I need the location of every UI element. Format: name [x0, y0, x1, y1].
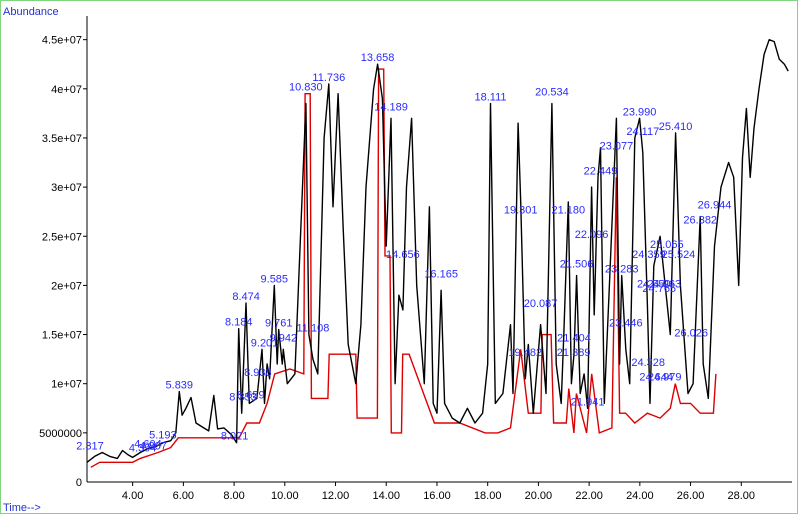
peak-label: 21.180 [551, 205, 585, 217]
peak-label: 26.382 [683, 214, 717, 226]
peak-label: 4.604 [134, 439, 162, 451]
peak-label: 14.189 [374, 101, 408, 113]
peak-label: 23.077 [600, 141, 634, 153]
peak-label: 9.761 [265, 318, 293, 330]
peak-label: 24.963 [647, 278, 681, 290]
peak-label: 21.941 [571, 396, 605, 408]
y-axis-title: Abundance [3, 6, 59, 18]
x-tick-label: 6.00 [173, 490, 194, 502]
peak-label: 8.021 [221, 431, 249, 443]
peak-label: 4.807 [139, 441, 167, 453]
peak-label: 25.065 [650, 239, 684, 251]
peak-label: 19.301 [504, 205, 538, 217]
x-axis-title: Time--> [3, 502, 41, 514]
integration-baseline-line [90, 68, 717, 468]
chromatogram-trace [86, 39, 789, 463]
peak-label: 11.108 [296, 323, 329, 335]
peak-label: 5.193 [149, 430, 177, 442]
peak-label: 2.317 [76, 441, 104, 453]
peak-label: 14.656 [386, 249, 420, 261]
peak-label: 23.990 [623, 106, 657, 118]
peak-label: 21.404 [557, 332, 591, 344]
peak-label: 9.942 [270, 332, 298, 344]
peak-label: 26.944 [698, 200, 732, 212]
peak-label: 26.026 [674, 327, 708, 339]
peak-label: 8.659 [237, 389, 265, 401]
peak-label: 9.585 [261, 273, 289, 285]
peak-label: 8.474 [232, 291, 260, 303]
x-tick-label: 26.00 [677, 490, 705, 502]
y-tick-label: 0 [76, 477, 82, 489]
x-tick-label: 18.00 [474, 490, 502, 502]
peak-label: 23.446 [609, 318, 643, 330]
x-tick-label: 12.00 [322, 490, 350, 502]
peak-label: 24.644 [639, 372, 673, 384]
peak-label: 21.389 [557, 347, 591, 359]
peak-label: 24.117 [626, 126, 659, 138]
y-tick-label: 1.5e+07 [42, 330, 82, 342]
peak-label: 25.410 [659, 121, 693, 133]
peak-label: 8.353 [229, 391, 257, 403]
peak-label: 24.359 [632, 249, 666, 261]
x-tick-label: 24.00 [626, 490, 654, 502]
peak-label: 20.087 [524, 298, 558, 310]
peak-label: 22.096 [575, 229, 609, 241]
x-tick-label: 22.00 [575, 490, 603, 502]
peak-label: 23.283 [605, 264, 639, 276]
peak-label: 9.201 [251, 337, 279, 349]
integration-baselines [90, 68, 717, 468]
peak-label: 25.524 [662, 249, 696, 261]
y-tick-label: 4.5e+07 [42, 35, 82, 47]
peak-label: 18.111 [474, 92, 506, 104]
peak-label: 24.765 [642, 283, 676, 295]
peak-label: 10.830 [289, 82, 323, 94]
x-tick-label: 8.00 [223, 490, 244, 502]
peak-label: 21.506 [560, 259, 594, 271]
peak-label: 16.165 [424, 268, 458, 280]
x-tick-label: 4.00 [122, 490, 143, 502]
x-tick-label: 14.00 [372, 490, 400, 502]
peak-label: 8.184 [225, 317, 253, 329]
peak-label: 19.482 [508, 347, 542, 359]
peak-label: 5.839 [166, 380, 194, 392]
peak-label: 8.938 [244, 367, 272, 379]
peak-label: 20.534 [535, 87, 569, 99]
peak-label: 4.394 [129, 442, 157, 454]
axes: 5000000 1e+07 1.5e+07 2e+07 2.5e+07 3e+07 3.5e… [39, 16, 792, 502]
peak-label: 13.658 [361, 52, 395, 64]
peak-label: 22.449 [584, 165, 618, 177]
y-tick-label: 4e+07 [51, 84, 82, 96]
total-ion-chromatogram [86, 39, 789, 463]
peak-label: 24.550 [637, 278, 671, 290]
y-tick-label: 2e+07 [51, 280, 82, 292]
x-tick-label: 10.00 [271, 490, 299, 502]
peak-label: 11.736 [312, 72, 345, 84]
y-tick-label: 3.5e+07 [42, 133, 82, 145]
peak-label: 24.979 [648, 372, 682, 384]
x-tick-label: 16.00 [423, 490, 451, 502]
x-tick-label: 28.00 [728, 490, 756, 502]
y-tick-label: 5000000 [39, 428, 82, 440]
x-tick-label: 20.00 [525, 490, 553, 502]
y-tick-label: 3e+07 [51, 182, 82, 194]
y-tick-label: 1e+07 [51, 379, 82, 391]
y-tick-label: 2.5e+07 [42, 231, 82, 243]
peak-label: 24.328 [631, 357, 665, 369]
